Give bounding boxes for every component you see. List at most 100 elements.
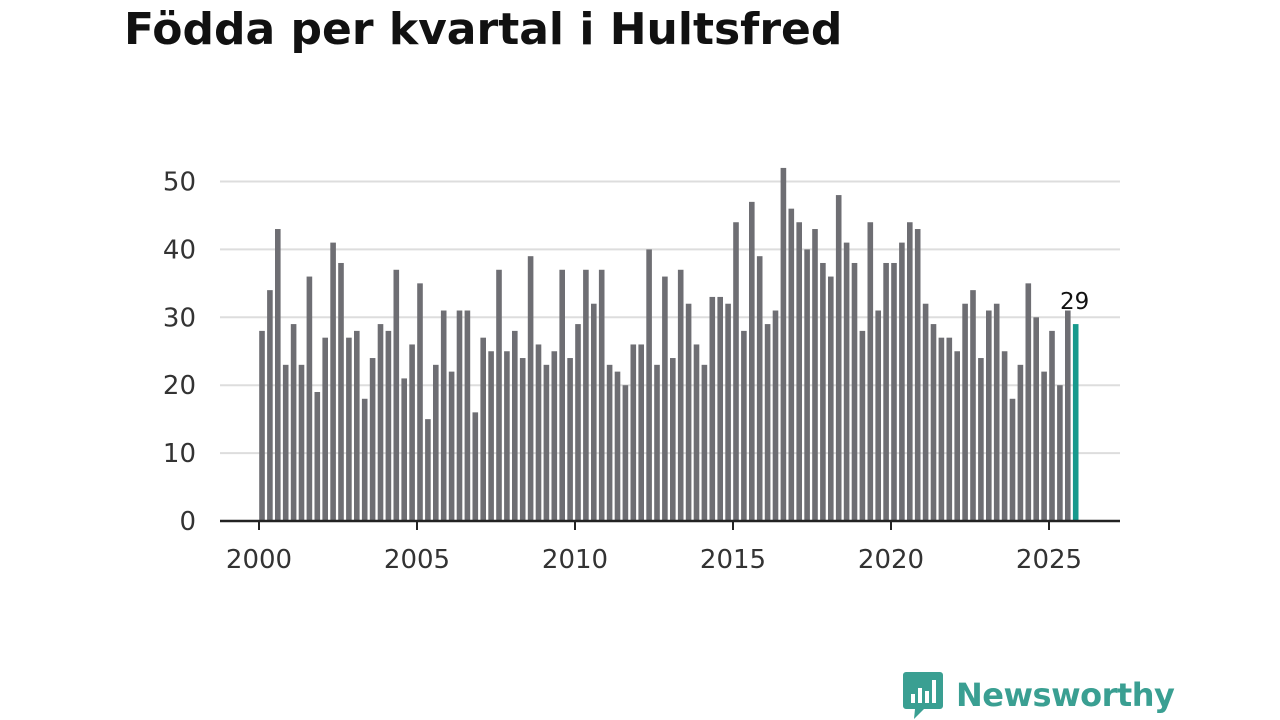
bar bbox=[993, 303, 1000, 521]
bar bbox=[1065, 310, 1071, 521]
bar bbox=[591, 303, 597, 521]
bar bbox=[962, 303, 968, 521]
bar bbox=[630, 344, 637, 521]
tick-labels: 0 10 20 30 40 50 29 2000 2005 2010 2015 2020 2025 bbox=[163, 168, 1089, 576]
bar bbox=[1009, 398, 1016, 521]
bar bbox=[701, 364, 708, 521]
bar bbox=[322, 337, 328, 521]
bar bbox=[1041, 371, 1047, 521]
bar bbox=[496, 269, 502, 521]
x-tick-label: 2005 bbox=[384, 545, 450, 575]
bar bbox=[954, 351, 960, 521]
bar bbox=[512, 330, 518, 521]
bar bbox=[970, 290, 976, 521]
bar bbox=[448, 371, 455, 521]
bar bbox=[1033, 317, 1039, 521]
bar bbox=[843, 242, 850, 522]
bar bbox=[488, 351, 494, 521]
bar bbox=[764, 324, 771, 521]
y-tick-label: 10 bbox=[163, 439, 196, 469]
bar bbox=[938, 337, 945, 521]
axes bbox=[220, 519, 1120, 530]
bar bbox=[812, 229, 818, 521]
bar bbox=[583, 269, 589, 521]
bar bbox=[899, 242, 905, 522]
bar bbox=[527, 256, 534, 521]
bar bbox=[638, 344, 644, 521]
bar bbox=[614, 371, 621, 521]
bar bbox=[914, 229, 921, 521]
bar bbox=[598, 269, 605, 521]
bar bbox=[425, 419, 431, 521]
bar bbox=[298, 364, 305, 521]
bar bbox=[440, 310, 447, 521]
bar bbox=[267, 290, 273, 521]
bar bbox=[369, 358, 376, 521]
bar bbox=[559, 269, 565, 521]
bar bbox=[456, 310, 463, 521]
bar bbox=[709, 296, 716, 521]
bars bbox=[259, 167, 1079, 522]
bar bbox=[314, 391, 321, 521]
y-tick-label: 20 bbox=[163, 371, 196, 401]
bar bbox=[788, 208, 795, 521]
x-tick-label: 2020 bbox=[858, 545, 924, 575]
bar bbox=[930, 324, 937, 521]
bar bbox=[693, 344, 700, 521]
bar bbox=[654, 364, 660, 521]
bar bbox=[282, 364, 289, 521]
bar bbox=[575, 324, 581, 521]
bar bbox=[835, 195, 842, 521]
bar bbox=[978, 358, 984, 521]
bar bbox=[606, 364, 613, 521]
bar bbox=[393, 269, 400, 521]
bar bbox=[685, 303, 692, 521]
bar bbox=[875, 310, 881, 521]
bar bbox=[883, 262, 889, 521]
bar bbox=[567, 358, 573, 521]
x-tick-label: 2015 bbox=[700, 545, 766, 575]
bar bbox=[472, 412, 479, 521]
bar bbox=[464, 310, 471, 521]
bar bbox=[772, 310, 779, 521]
y-tick-label: 0 bbox=[179, 507, 196, 537]
bar bbox=[828, 276, 834, 521]
bar bbox=[259, 330, 265, 521]
bar bbox=[851, 262, 858, 521]
bar bbox=[1017, 364, 1024, 521]
bar bbox=[756, 256, 763, 521]
bar bbox=[717, 296, 723, 521]
bar bbox=[275, 229, 281, 521]
bar bbox=[922, 303, 929, 521]
bar bbox=[796, 222, 802, 522]
y-tick-label: 50 bbox=[163, 168, 196, 198]
x-tick-label: 2010 bbox=[542, 545, 608, 575]
chart-title: Födda per kvartal i Hultsfred bbox=[124, 4, 843, 55]
bar bbox=[891, 262, 897, 521]
bar bbox=[907, 222, 913, 522]
brand-name: Newsworthy bbox=[956, 676, 1175, 714]
bar bbox=[1001, 351, 1008, 521]
bar bbox=[622, 385, 629, 521]
x-tick-label: 2025 bbox=[1016, 545, 1082, 575]
bar bbox=[535, 344, 542, 521]
data-label-last: 29 bbox=[1060, 289, 1089, 315]
bar bbox=[377, 324, 384, 521]
bar bbox=[338, 262, 344, 521]
bar bbox=[1057, 385, 1063, 521]
bar bbox=[401, 378, 407, 521]
bar bbox=[867, 222, 874, 522]
bar bbox=[306, 276, 313, 521]
bar bbox=[780, 167, 787, 522]
bar bbox=[1025, 283, 1032, 521]
bar-chart-bubble-icon bbox=[903, 672, 943, 719]
bar bbox=[354, 330, 360, 521]
bar bbox=[551, 351, 558, 521]
bar bbox=[346, 337, 352, 521]
bar bbox=[946, 337, 953, 521]
bar bbox=[330, 242, 336, 522]
bar bbox=[385, 330, 392, 521]
bar bbox=[677, 269, 684, 521]
bar bbox=[820, 262, 826, 521]
